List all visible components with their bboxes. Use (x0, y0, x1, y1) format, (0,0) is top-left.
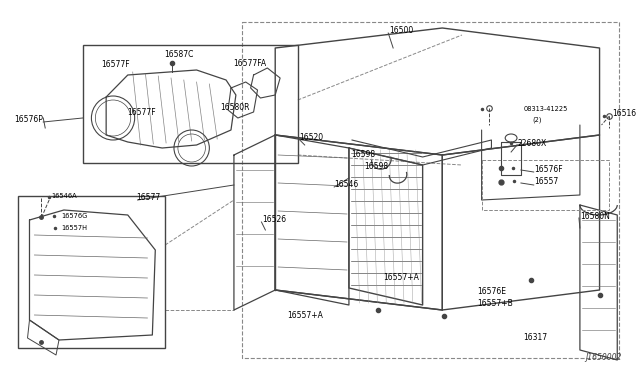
Bar (83, 45, 298, 163)
Text: 16520: 16520 (299, 132, 323, 141)
Bar (242, 22, 620, 358)
Text: 16546: 16546 (334, 180, 358, 189)
Bar (18, 196, 165, 348)
Text: 16576P: 16576P (14, 115, 43, 124)
Text: 16577: 16577 (136, 192, 161, 202)
Text: 08313-41225: 08313-41225 (524, 106, 568, 112)
Text: 16546A: 16546A (51, 193, 77, 199)
Text: 16317: 16317 (523, 333, 547, 341)
Text: J1650002: J1650002 (585, 353, 621, 362)
Text: 16557H: 16557H (61, 225, 87, 231)
Text: 16577F: 16577F (101, 60, 130, 68)
Text: 16500: 16500 (389, 26, 413, 35)
Text: 16577FA: 16577FA (233, 58, 266, 67)
Text: 16557+A: 16557+A (383, 273, 419, 282)
Text: (2): (2) (532, 117, 542, 123)
Text: 16577F: 16577F (127, 108, 156, 116)
Text: 16526: 16526 (262, 215, 287, 224)
Bar (482, 160, 609, 210)
Text: 16576G: 16576G (61, 213, 87, 219)
Text: 16580N: 16580N (580, 212, 610, 221)
Text: 16557: 16557 (534, 176, 559, 186)
Text: 16587C: 16587C (164, 49, 193, 58)
Text: 16580R: 16580R (220, 103, 250, 112)
Text: 16557+A: 16557+A (287, 311, 323, 321)
Text: 16598: 16598 (365, 161, 388, 170)
Text: 16557+B: 16557+B (477, 299, 513, 308)
Text: 16576F: 16576F (534, 164, 563, 173)
Text: 22680X: 22680X (518, 138, 547, 148)
Text: 16516: 16516 (612, 109, 636, 118)
Text: 16598: 16598 (351, 150, 375, 158)
Text: 16576E: 16576E (477, 288, 507, 296)
